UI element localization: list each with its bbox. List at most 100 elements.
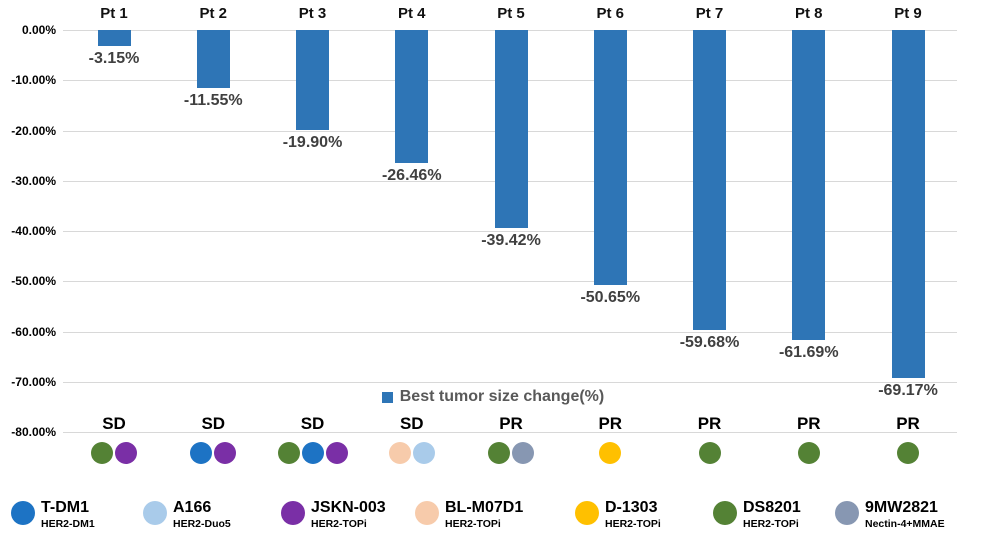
drug-legend-name: T-DM1 (41, 499, 89, 516)
y-axis-tick-label: -40.00% (11, 224, 56, 238)
prior-treatment-dots (253, 442, 373, 464)
drug-legend-subtitle: HER2-TOPi (743, 518, 799, 530)
status-label: PR (499, 414, 523, 433)
drug-legend-dot (281, 501, 305, 525)
gridline (63, 281, 957, 283)
drug-legend-text: T-DM1 HER2-DM1 (41, 499, 95, 531)
drug-legend-item: T-DM1 HER2-DM1 (11, 499, 95, 531)
gridline (63, 432, 957, 433)
prior-treatment-dots (153, 442, 273, 464)
bar (593, 30, 627, 285)
bar-value-label: -39.42% (481, 232, 541, 250)
patient-label: Pt 5 (497, 5, 525, 22)
drug-legend-subtitle: HER2-DM1 (41, 518, 95, 530)
gridline (63, 381, 957, 383)
drug-legend-item: DS8201 HER2-TOPi (713, 499, 801, 531)
prior-treatment-dots (650, 442, 770, 464)
status-label: PR (796, 414, 821, 433)
drug-legend-text: DS8201 HER2-TOPi (743, 499, 801, 531)
prior-drug-dot (488, 442, 510, 464)
drug-legend-dot (575, 501, 599, 525)
drug-legend-name: JSKN-003 (311, 499, 386, 516)
prior-drug-dot (388, 442, 411, 464)
prior-treatment-dots (54, 442, 174, 464)
prior-treatment-dots (451, 442, 571, 464)
drug-legend-name: D-1303 (605, 499, 658, 516)
bar (296, 30, 329, 130)
status-label: SD (399, 414, 424, 433)
status-label: PR (896, 414, 920, 433)
prior-treatment-dots (550, 442, 670, 464)
series-legend: Best tumor size change(%) (0, 388, 986, 406)
y-axis-tick-label: 0.00% (21, 23, 56, 37)
drug-legend-text: A166 HER2-Duo5 (173, 499, 231, 531)
prior-drug-dot (115, 442, 137, 464)
y-axis-tick-label: -30.00% (11, 173, 56, 188)
drug-legend-text: D-1303 HER2-TOPi (605, 499, 661, 531)
drug-legend-dot (143, 501, 167, 525)
bar (494, 30, 528, 229)
drug-legend-name: BL-M07D1 (445, 499, 524, 516)
y-axis-tick-label: -70.00% (11, 374, 56, 389)
prior-drug-dot (897, 442, 919, 464)
bar-value-label: -26.46% (381, 167, 442, 184)
status-label: SD (102, 414, 126, 433)
y-axis-tick-label: -60.00% (11, 324, 56, 339)
drug-legend-name: DS8201 (743, 499, 801, 516)
prior-drug-dot (797, 442, 820, 464)
drug-legend-item: BL-M07D1 HER2-TOPi (415, 499, 523, 531)
prior-drug-dot (91, 442, 113, 464)
gridline (63, 231, 957, 232)
prior-drug-dot (412, 442, 435, 464)
prior-drug-dot (301, 442, 324, 464)
bar-value-label: -59.68% (679, 333, 740, 351)
drug-legend-dot (835, 501, 859, 525)
bar (395, 30, 429, 163)
drug-legend-dot (11, 501, 35, 525)
drug-legend-subtitle: HER2-TOPi (445, 518, 501, 530)
drug-legend-name: 9MW2821 (865, 499, 938, 516)
drug-legend-text: JSKN-003 HER2-TOPi (311, 499, 386, 531)
status-label: PR (697, 414, 722, 433)
patient-label: Pt 4 (397, 5, 426, 22)
patient-label: Pt 1 (100, 5, 128, 22)
patient-label: Pt 9 (894, 5, 922, 22)
y-axis-tick-label: -10.00% (11, 73, 56, 88)
status-label: SD (300, 414, 325, 433)
patient-label: Pt 3 (298, 5, 327, 22)
drug-legend-item: 9MW2821 Nectin-4+MMAE (835, 499, 945, 531)
bar-value-label: -50.65% (580, 288, 641, 306)
patient-label: Pt 8 (794, 5, 823, 22)
bar-value-label: -11.55% (183, 92, 243, 109)
bar (97, 30, 131, 46)
drug-legend-text: 9MW2821 Nectin-4+MMAE (865, 499, 945, 531)
prior-drug-dot (214, 442, 237, 464)
drug-legend-item: A166 HER2-Duo5 (143, 499, 231, 531)
prior-treatment-dots (352, 442, 472, 464)
prior-drug-dot (277, 442, 300, 464)
patient-label: Pt 6 (596, 5, 624, 22)
y-axis-tick-label: -80.00% (11, 425, 56, 439)
bar (891, 30, 925, 378)
bar (196, 30, 230, 88)
series-legend-swatch (381, 391, 393, 403)
y-axis-tick-label: -20.00% (11, 123, 56, 138)
bar (693, 30, 726, 330)
patient-label: Pt 7 (695, 5, 724, 22)
drug-legend-dot (713, 501, 737, 525)
prior-drug-dot (698, 442, 721, 464)
bar (792, 30, 826, 340)
series-legend-label: Best tumor size change(%) (399, 388, 605, 405)
drug-legend-subtitle: HER2-TOPi (311, 518, 367, 530)
patient-label: Pt 2 (199, 5, 227, 22)
bar-value-label: -61.69% (778, 344, 839, 361)
prior-treatment-dots (848, 442, 968, 464)
bar-value-label: -19.90% (282, 134, 343, 151)
prior-drug-dot (190, 442, 213, 464)
drug-legend-subtitle: Nectin-4+MMAE (865, 518, 945, 530)
y-axis-tick-label: -50.00% (11, 274, 56, 289)
drug-legend-item: D-1303 HER2-TOPi (575, 499, 661, 531)
drug-legend-text: BL-M07D1 HER2-TOPi (445, 499, 523, 531)
prior-drug-dot (599, 442, 622, 464)
